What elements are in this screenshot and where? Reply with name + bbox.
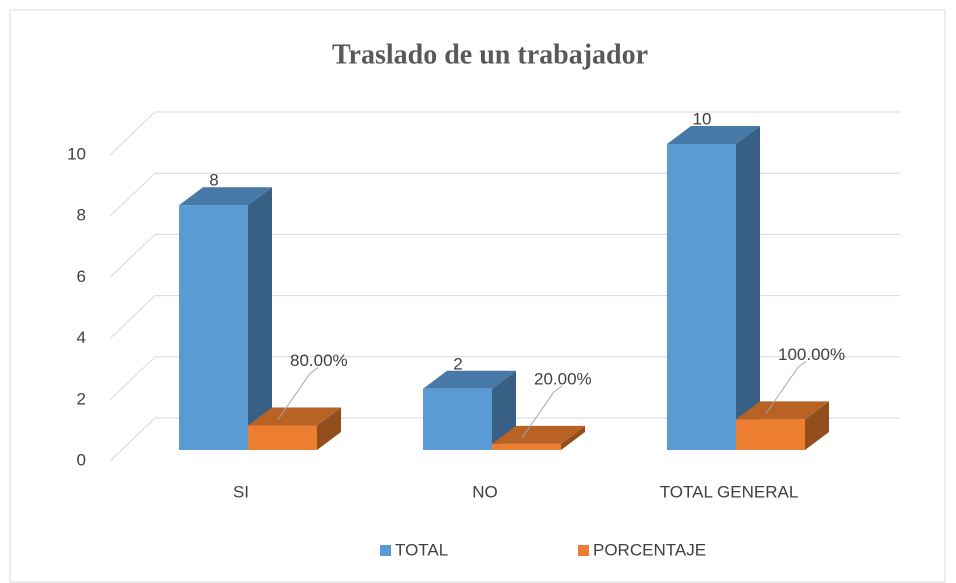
grid-line: [109, 295, 156, 339]
y-tick-label: 0: [77, 450, 86, 469]
bar-side: [248, 187, 272, 450]
grid-line: [109, 111, 156, 156]
chart-title: Traslado de un trabajador: [332, 39, 648, 70]
bar-side: [492, 370, 516, 450]
grid-line: [109, 417, 156, 462]
bar-side: [561, 425, 585, 450]
x-tick-label: SI: [233, 482, 249, 501]
bar-top: [667, 126, 760, 144]
bar: [423, 388, 492, 450]
leader-line: [277, 367, 319, 420]
data-label: 10: [693, 109, 712, 128]
data-label: 8: [209, 171, 218, 190]
data-label: 20.00%: [534, 369, 592, 388]
bar: [667, 144, 736, 450]
bar-side: [317, 407, 341, 450]
bar-top: [736, 401, 829, 420]
bar-top: [179, 187, 272, 206]
grid-line: [109, 234, 156, 278]
legend-label: TOTAL: [395, 540, 448, 559]
data-label: 100.00%: [778, 345, 845, 364]
bar-top: [492, 425, 585, 444]
bar: [248, 425, 317, 450]
x-tick-label: NO: [472, 482, 498, 501]
bar-side: [805, 401, 829, 450]
bar: [179, 205, 248, 450]
y-tick-label: 10: [67, 144, 86, 163]
y-tick-label: 2: [77, 389, 86, 408]
bar-side: [736, 126, 760, 450]
y-tick-label: 8: [77, 206, 86, 225]
bar-top: [248, 407, 341, 426]
grid-line: [109, 356, 156, 401]
legend-label: PORCENTAJE: [593, 540, 706, 559]
y-tick-label: 6: [77, 267, 86, 286]
y-tick-label: 4: [77, 328, 86, 347]
bar: [736, 419, 805, 450]
leader-line: [765, 360, 807, 414]
legend-swatch: [578, 545, 589, 556]
data-label: 80.00%: [290, 351, 348, 370]
leader-line: [521, 385, 563, 439]
data-label: 2: [453, 354, 462, 373]
legend-swatch: [380, 545, 391, 556]
bar-top: [423, 370, 516, 389]
x-tick-label: TOTAL GENERAL: [660, 482, 799, 501]
bar: [492, 443, 561, 450]
grid-line: [109, 172, 156, 217]
